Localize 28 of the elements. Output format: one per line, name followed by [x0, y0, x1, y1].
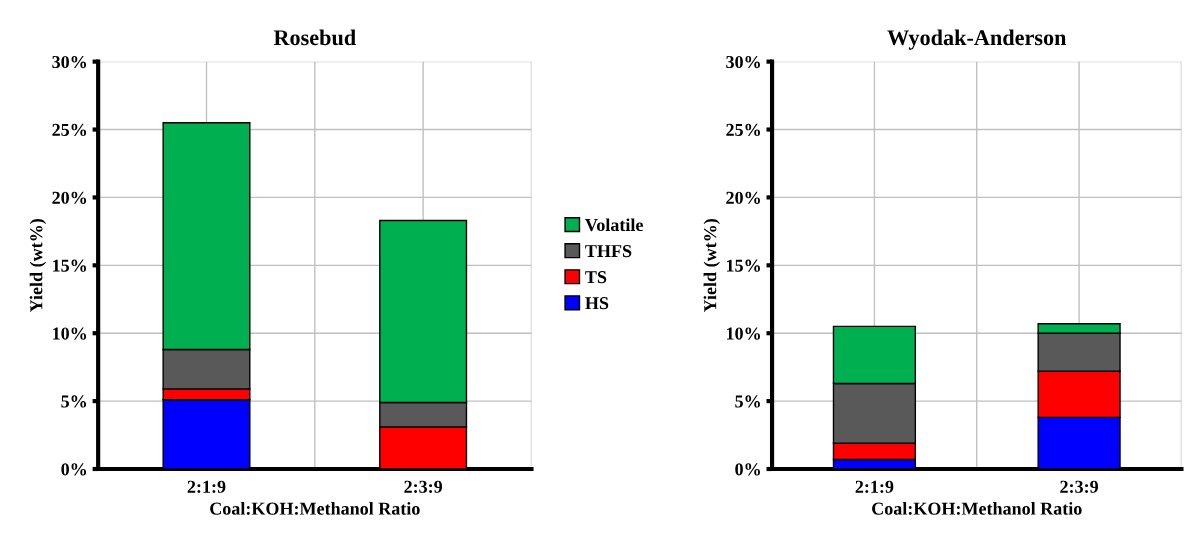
- legend-label: THFS: [585, 245, 632, 258]
- x-tick-label: 2:3:9: [404, 480, 443, 493]
- y-tick-label: 5%: [61, 395, 87, 408]
- y-tick-label: 20%: [726, 191, 760, 204]
- chart-title: Wyodak-Anderson: [887, 29, 1067, 50]
- y-tick-label: 10%: [726, 327, 760, 340]
- y-axis-title: Yield (wt%): [29, 219, 47, 313]
- y-tick-label: 25%: [52, 123, 87, 137]
- x-tick-label: 2:1:9: [187, 480, 226, 493]
- y-tick-label: 20%: [52, 191, 87, 204]
- y-tick-label: 25%: [726, 123, 760, 137]
- y-axis-title: Yield (wt%): [703, 219, 720, 313]
- y-tick-label: 0%: [61, 463, 87, 476]
- y-tick-label: 30%: [52, 55, 87, 69]
- chart-title: Rosebud: [273, 29, 356, 46]
- x-tick-label: 2:1:9: [855, 480, 894, 493]
- x-tick-label: 2:3:9: [1060, 480, 1098, 493]
- y-tick-label: 15%: [53, 259, 87, 272]
- y-tick-label: 30%: [726, 55, 760, 69]
- legend-label: TS: [585, 271, 607, 284]
- y-tick-label: 10%: [53, 327, 87, 340]
- x-axis-title: Coal:KOH:Methanol Ratio: [872, 502, 1082, 515]
- x-axis-title: Coal:KOH:Methanol Ratio: [210, 502, 420, 515]
- y-tick-label: 5%: [735, 395, 760, 408]
- legend-label: HS: [585, 297, 609, 310]
- legend-label: Volatile: [585, 218, 643, 232]
- y-tick-label: 0%: [735, 463, 760, 476]
- y-tick-label: 15%: [726, 259, 760, 272]
